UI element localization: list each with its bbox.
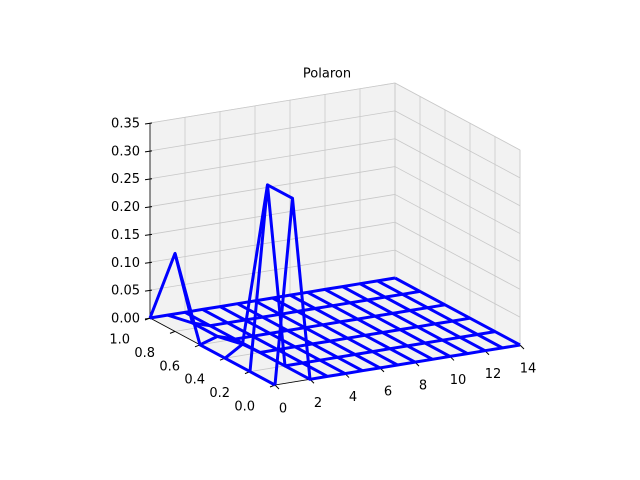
x-tick bbox=[519, 344, 525, 350]
wire-column bbox=[201, 308, 329, 378]
grid-line bbox=[149, 194, 396, 235]
y-tick bbox=[169, 330, 176, 334]
x-tick bbox=[274, 384, 280, 390]
x-tick-label: 2 bbox=[314, 396, 322, 411]
grid-line bbox=[149, 138, 396, 180]
z-tick bbox=[144, 233, 153, 236]
grid-line bbox=[149, 249, 396, 291]
wire-column bbox=[254, 299, 381, 370]
z-tick-label: 0.20 bbox=[111, 200, 140, 215]
z-tick bbox=[144, 206, 153, 209]
wire-column bbox=[341, 285, 469, 355]
x-tick-label: 0 bbox=[279, 402, 287, 417]
z-tick-label: 0.35 bbox=[111, 117, 140, 132]
y-tick-label: 0.6 bbox=[159, 359, 180, 374]
z-tick bbox=[144, 122, 153, 125]
x-tick-label: 14 bbox=[520, 362, 537, 377]
grid-line bbox=[394, 221, 521, 290]
z-tick-label: 0.05 bbox=[111, 284, 140, 299]
wire-column bbox=[271, 296, 399, 367]
grid-line bbox=[394, 249, 521, 318]
wire-column bbox=[148, 251, 276, 387]
wire-column bbox=[324, 288, 451, 358]
wire-column bbox=[167, 183, 294, 346]
wire-column bbox=[184, 310, 311, 381]
z-tick bbox=[144, 150, 153, 153]
z-tick-label: 0.25 bbox=[111, 172, 140, 187]
wire-column bbox=[219, 305, 346, 375]
x-tick-label: 10 bbox=[450, 373, 467, 388]
y-tick-label: 0.2 bbox=[209, 386, 230, 401]
grid-line bbox=[394, 138, 521, 207]
wire-column bbox=[376, 279, 504, 350]
grid-line bbox=[394, 110, 521, 179]
y-tick-label: 1.0 bbox=[109, 333, 130, 348]
grid-line bbox=[394, 166, 521, 234]
z-tick bbox=[144, 289, 153, 292]
wire-column bbox=[359, 282, 486, 353]
wire-column bbox=[394, 276, 521, 347]
y-tick-label: 0.4 bbox=[184, 373, 205, 388]
chart-title: Polaron bbox=[303, 67, 351, 82]
x-tick-label: 12 bbox=[485, 367, 502, 382]
x-tick-label: 8 bbox=[419, 379, 427, 394]
y-tick-label: 0.0 bbox=[234, 400, 255, 415]
y-tick-label: 0.8 bbox=[134, 346, 155, 361]
grid-line bbox=[394, 82, 521, 151]
grid-line bbox=[394, 194, 521, 262]
x-tick-label: 4 bbox=[349, 390, 357, 405]
grid-line bbox=[149, 110, 396, 152]
wire-column bbox=[289, 293, 416, 364]
z-tick-label: 0.15 bbox=[111, 228, 140, 243]
z-tick bbox=[144, 178, 153, 181]
wire-column bbox=[236, 302, 364, 373]
z-tick-label: 0.00 bbox=[111, 312, 140, 327]
z-tick bbox=[144, 261, 153, 264]
wire-column bbox=[306, 290, 434, 361]
grid-line bbox=[149, 82, 396, 124]
x-tick-label: 6 bbox=[384, 384, 392, 399]
z-tick-label: 0.30 bbox=[111, 144, 140, 159]
z-tick-label: 0.10 bbox=[111, 256, 140, 271]
